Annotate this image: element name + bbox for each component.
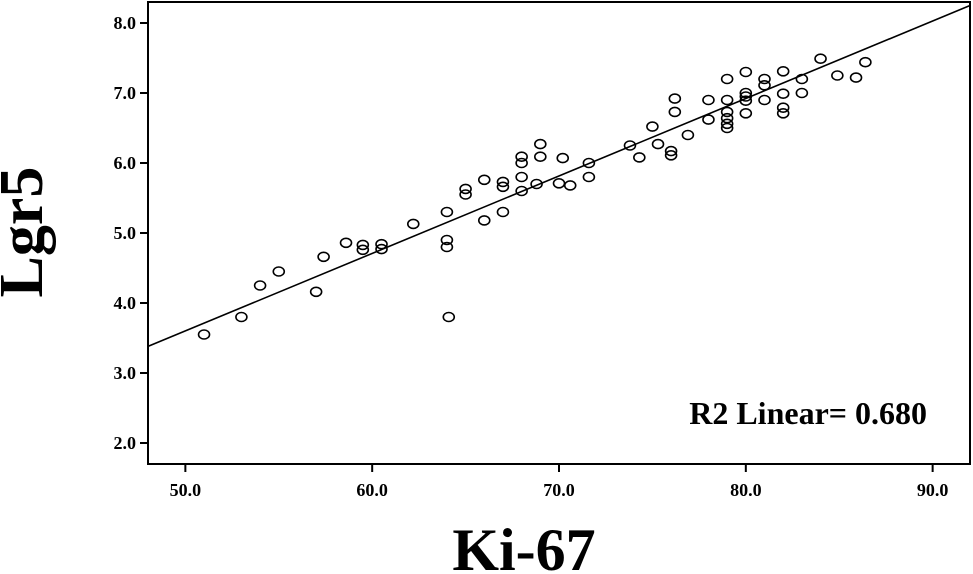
y-axis-title: Lgr5	[0, 167, 56, 298]
data-point	[795, 87, 809, 99]
data-point	[739, 87, 753, 99]
data-point	[668, 93, 682, 104]
data-point	[406, 218, 420, 230]
data-point	[646, 121, 659, 132]
data-point	[651, 138, 665, 150]
data-point	[776, 66, 790, 77]
data-point	[534, 151, 547, 162]
y-tick-label: 5.0	[114, 223, 137, 243]
data-point	[356, 239, 370, 251]
data-point	[515, 151, 528, 162]
data-point	[440, 234, 454, 246]
y-tick-label: 8.0	[114, 13, 137, 33]
data-point	[795, 73, 809, 85]
data-point	[668, 106, 682, 118]
data-point	[776, 88, 790, 99]
data-point	[814, 53, 827, 65]
data-point	[317, 251, 330, 263]
x-axis-title: Ki-67	[452, 517, 595, 574]
data-point	[496, 176, 510, 188]
r2-annotation: R2 Linear= 0.680	[689, 395, 927, 431]
data-point	[720, 112, 734, 124]
data-point	[440, 241, 454, 253]
data-point	[515, 171, 528, 183]
data-point	[440, 206, 454, 218]
data-point	[442, 311, 456, 323]
data-point	[720, 118, 734, 130]
data-point	[849, 72, 863, 83]
data-point	[831, 70, 844, 81]
x-axis-ticks: 50.0 60.0 70.0 80.0 90.0	[170, 464, 949, 500]
data-point	[702, 94, 715, 106]
data-point	[859, 56, 872, 68]
data-point	[739, 91, 753, 102]
data-point	[309, 286, 323, 298]
data-point	[375, 238, 388, 250]
data-point	[515, 185, 528, 197]
data-point	[702, 114, 715, 125]
y-tick-label: 2.0	[114, 433, 137, 453]
data-point	[477, 215, 491, 226]
data-point	[339, 237, 353, 249]
x-tick-label: 80.0	[730, 480, 762, 500]
data-point	[633, 152, 646, 163]
data-point	[459, 183, 472, 195]
data-point	[720, 73, 734, 85]
data-point	[253, 280, 267, 291]
data-point	[356, 244, 370, 256]
data-point	[375, 243, 388, 255]
y-tick-label: 4.0	[114, 293, 137, 313]
data-point	[477, 174, 491, 186]
data-point	[556, 152, 570, 164]
data-point	[552, 178, 566, 189]
x-tick-label: 50.0	[170, 480, 202, 500]
data-point	[681, 129, 695, 141]
x-tick-label: 90.0	[917, 480, 949, 500]
regression-line	[147, 4, 971, 348]
data-point	[720, 106, 734, 118]
data-point	[582, 171, 596, 183]
data-point	[235, 311, 248, 323]
data-point	[534, 138, 547, 150]
data-point	[582, 157, 596, 169]
data-point	[739, 95, 753, 106]
data-point	[776, 108, 790, 119]
data-point	[530, 178, 543, 190]
data-point	[739, 66, 753, 78]
data-point	[272, 266, 286, 277]
data-point	[459, 189, 472, 200]
data-point	[758, 73, 771, 85]
data-point	[776, 102, 790, 113]
x-tick-label: 60.0	[356, 480, 388, 500]
y-tick-label: 6.0	[114, 153, 137, 173]
data-point	[563, 180, 577, 191]
data-point	[758, 80, 771, 91]
regression-line-group	[147, 4, 971, 348]
data-point	[664, 150, 678, 161]
data-point	[664, 145, 678, 157]
y-tick-label: 7.0	[114, 83, 137, 103]
data-point	[197, 329, 211, 340]
data-point	[720, 122, 734, 134]
data-points	[197, 53, 872, 340]
data-point	[623, 140, 637, 151]
x-tick-label: 70.0	[543, 480, 575, 500]
y-axis-ticks: 2.0 3.0 4.0 5.0 6.0 7.0 8.0	[114, 13, 148, 453]
data-point	[496, 206, 510, 218]
data-point	[515, 157, 528, 169]
data-point	[758, 94, 771, 106]
data-point	[739, 108, 753, 119]
y-tick-label: 3.0	[114, 363, 137, 383]
data-point	[720, 94, 734, 106]
data-point	[496, 181, 510, 193]
